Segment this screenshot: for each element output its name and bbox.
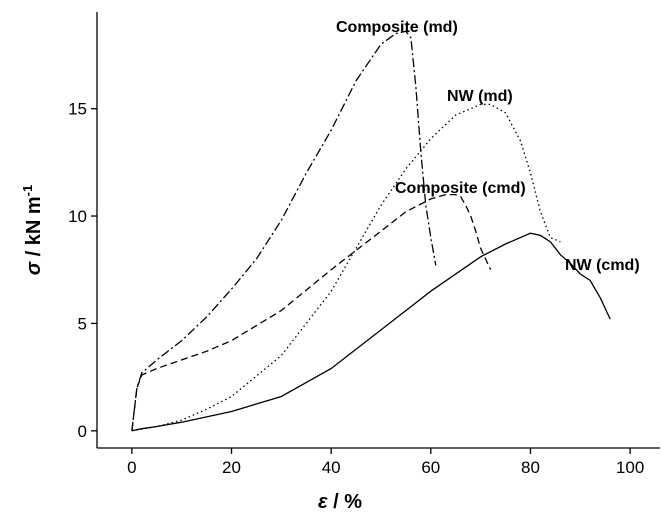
y-label-exponent: -1: [20, 185, 35, 197]
annotation: Composite (cmd): [395, 180, 526, 197]
x-tick-label: 20: [222, 458, 241, 477]
x-tick-label: 100: [616, 458, 644, 477]
annotation: NW (cmd): [565, 257, 640, 274]
y-tick-label: 10: [68, 207, 87, 226]
x-label-unit: / %: [328, 491, 363, 513]
x-tick-label: 40: [322, 458, 341, 477]
annotation: Composite (md): [336, 19, 458, 36]
series-line: [131, 193, 492, 431]
y-label-symbol: σ: [23, 261, 45, 275]
y-axis-label: σ / kN m-1: [20, 185, 45, 275]
x-tick-label: 80: [521, 458, 540, 477]
x-axis-label: ε / %: [318, 491, 362, 513]
y-tick-label: 0: [78, 422, 87, 441]
series-line: [131, 30, 437, 431]
y-tick-label: 15: [68, 100, 87, 119]
y-label-unit: / kN m: [23, 196, 45, 262]
series-line: [131, 103, 561, 432]
annotation: NW (md): [447, 88, 513, 105]
y-tick-label: 5: [78, 314, 87, 333]
x-label-symbol: ε: [318, 491, 328, 513]
series-line: [131, 232, 611, 432]
x-tick-label: 0: [127, 458, 136, 477]
x-tick-label: 60: [421, 458, 440, 477]
